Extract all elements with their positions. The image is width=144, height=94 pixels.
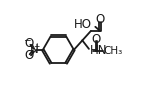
Text: CH₃: CH₃ [104, 46, 123, 56]
Text: −: − [23, 36, 31, 45]
Text: O: O [96, 13, 105, 26]
Text: +: + [33, 42, 40, 51]
Text: HO: HO [74, 18, 92, 31]
Text: O: O [25, 37, 34, 50]
Text: N: N [30, 43, 39, 56]
Text: O: O [92, 33, 101, 46]
Text: O: O [25, 49, 34, 62]
Text: HN: HN [90, 44, 107, 57]
